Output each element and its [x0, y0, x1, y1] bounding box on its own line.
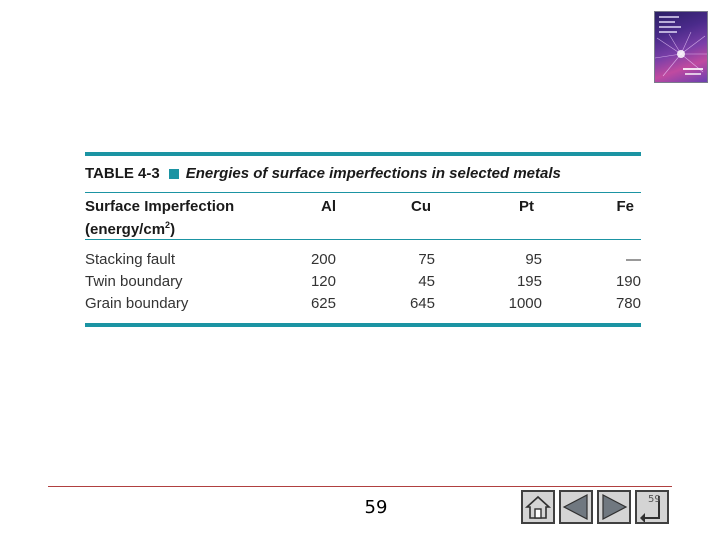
- table-row: Grain boundary 625 645 1000 780: [85, 293, 641, 315]
- home-button[interactable]: [521, 490, 555, 524]
- header-rule: [85, 239, 641, 240]
- table-top-rule: [85, 152, 641, 156]
- cell-cu: 75: [418, 251, 435, 268]
- table-title: Energies of surface imperfections in sel…: [185, 165, 561, 182]
- header-energy-unit: (energy/cm: [85, 221, 166, 238]
- cell-cu: 645: [409, 295, 435, 312]
- page-number: 59: [364, 497, 388, 518]
- cell-al: 120: [310, 273, 336, 290]
- previous-slide-button[interactable]: [559, 490, 593, 524]
- header-unit-close: ): [170, 221, 176, 238]
- header-fe: Fe: [616, 198, 634, 215]
- table-row: Twin boundary 120 45 195 190: [85, 271, 641, 293]
- cell-cu: 45: [418, 273, 435, 290]
- header-al: Al: [321, 198, 336, 215]
- header-surface-imperfection: Surface Imperfection (energy/cm2): [85, 197, 234, 239]
- row-label: Grain boundary: [85, 295, 189, 312]
- row-label: Stacking fault: [85, 251, 176, 268]
- header-cu: Cu: [411, 198, 431, 215]
- header-first-line2: (energy/cm2): [85, 216, 234, 239]
- next-slide-button[interactable]: [597, 490, 631, 524]
- previous-slide-icon: [562, 494, 588, 520]
- table-body: Stacking fault 200 75 95 — Twin boundary…: [85, 240, 641, 323]
- cell-pt: 1000: [508, 295, 542, 312]
- footer-rule: [48, 486, 672, 487]
- cell-al: 200: [310, 251, 336, 268]
- book-cover-image: [654, 11, 708, 83]
- next-slide-icon: [602, 494, 628, 520]
- slide-number-small: 59: [648, 494, 661, 505]
- imperfection-energy-table: TABLE 4-3 Energies of surface imperfectio…: [85, 152, 641, 327]
- header-unit-exponent: 2: [165, 220, 171, 230]
- header-pt: Pt: [519, 198, 534, 215]
- caption-square-icon: [168, 169, 179, 179]
- cell-fe: 190: [615, 273, 641, 290]
- cell-al: 625: [310, 295, 336, 312]
- caption-rule: [85, 192, 641, 193]
- cell-pt: 195: [516, 273, 542, 290]
- table-row: Stacking fault 200 75 95 —: [85, 249, 641, 271]
- cell-fe: 780: [615, 295, 641, 312]
- cell-pt: 95: [525, 251, 542, 268]
- table-header-row: Surface Imperfection (energy/cm2) Al Cu …: [85, 193, 641, 239]
- end-slide-button[interactable]: [635, 490, 669, 524]
- table-caption: TABLE 4-3 Energies of surface imperfectio…: [85, 156, 641, 192]
- table-bottom-rule: [85, 323, 641, 327]
- table-number: TABLE 4-3: [85, 165, 160, 182]
- home-icon: [524, 495, 552, 519]
- header-first-line1: Surface Imperfection: [85, 198, 235, 215]
- cell-fe: —: [626, 251, 641, 268]
- end-icon: [640, 496, 660, 522]
- row-label: Twin boundary: [85, 273, 183, 290]
